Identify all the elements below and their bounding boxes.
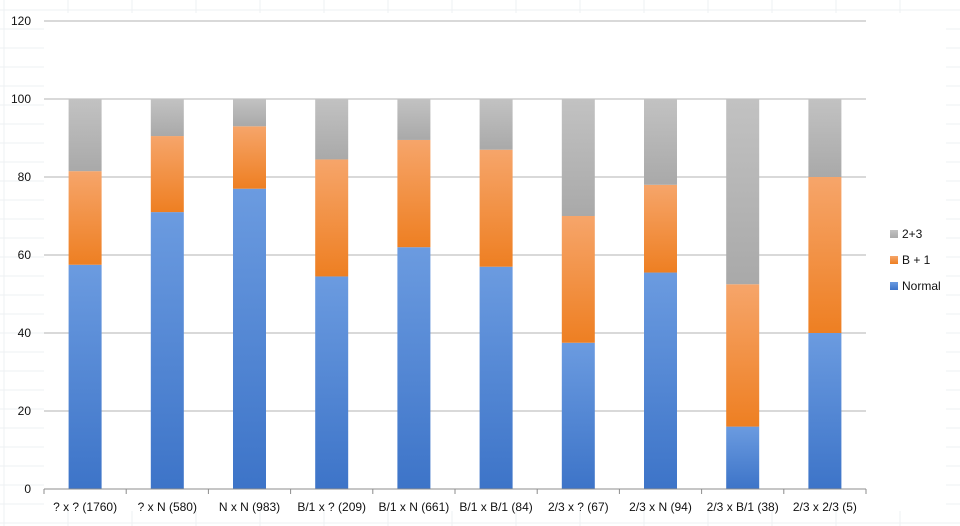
bar-segment-normal bbox=[808, 333, 842, 489]
x-tick-label: ? x ? (1760) bbox=[53, 500, 117, 514]
legend: 2+3 B + 1 Normal bbox=[890, 227, 941, 293]
bar-segment-normal bbox=[397, 247, 431, 489]
x-tick-label: 2/3 x 2/3 (5) bbox=[793, 500, 857, 514]
bar-segment-normal bbox=[479, 266, 513, 489]
x-tick-label: B/1 x ? (209) bbox=[297, 500, 366, 514]
bar-segment-b-1 bbox=[150, 136, 184, 213]
bar-segment-2-3 bbox=[479, 99, 513, 150]
x-tick-label: 2/3 x N (94) bbox=[629, 500, 692, 514]
x-tick-label: ? x N (580) bbox=[138, 500, 197, 514]
bar-segment-b-1 bbox=[315, 159, 349, 277]
bar-segment-b-1 bbox=[233, 126, 266, 189]
y-tick-label: 80 bbox=[18, 170, 32, 184]
bar-segment-b-1 bbox=[726, 284, 760, 427]
y-tick-label: 60 bbox=[18, 248, 32, 262]
x-tick-label: 2/3 x ? (67) bbox=[548, 500, 609, 514]
bar-segment-2-3 bbox=[561, 99, 595, 216]
x-tick-label: 2/3 x B/1 (38) bbox=[707, 500, 779, 514]
bar-segment-normal bbox=[150, 212, 184, 489]
legend-swatch bbox=[890, 230, 898, 238]
y-axis-tick-labels: 0 20 40 60 80 100 120 bbox=[11, 14, 31, 496]
bar-segment-2-3 bbox=[808, 99, 842, 177]
legend-swatch bbox=[890, 282, 898, 290]
bar-segment-normal bbox=[644, 272, 677, 489]
bar-segment-normal bbox=[68, 264, 102, 489]
bar-segment-b-1 bbox=[644, 184, 677, 273]
legend-swatch bbox=[890, 256, 898, 264]
legend-label: B + 1 bbox=[902, 253, 931, 267]
y-tick-label: 40 bbox=[18, 326, 32, 340]
bar-segment-2-3 bbox=[397, 99, 431, 140]
bar-segment-2-3 bbox=[726, 99, 760, 285]
bar-segment-b-1 bbox=[479, 149, 513, 267]
bar-segment-normal bbox=[561, 342, 595, 489]
y-tick-label: 120 bbox=[11, 14, 31, 28]
bar-segment-2-3 bbox=[233, 99, 266, 127]
bar-segment-b-1 bbox=[397, 139, 431, 248]
y-tick-label: 100 bbox=[11, 92, 31, 106]
bar-segment-b-1 bbox=[68, 171, 102, 265]
x-tick-label: B/1 x N (661) bbox=[379, 500, 450, 514]
legend-label: Normal bbox=[902, 279, 941, 293]
x-tick-label: N x N (983) bbox=[219, 500, 280, 514]
bar-segment-2-3 bbox=[315, 99, 349, 160]
y-tick-label: 20 bbox=[18, 404, 32, 418]
bar-series-group bbox=[68, 99, 842, 489]
bar-segment-normal bbox=[233, 188, 266, 489]
bar-segment-normal bbox=[726, 426, 760, 489]
bar-segment-2-3 bbox=[150, 99, 184, 137]
bar-segment-b-1 bbox=[561, 216, 595, 343]
bar-segment-b-1 bbox=[808, 177, 842, 333]
x-tick-label: B/1 x B/1 (84) bbox=[459, 500, 532, 514]
bar-segment-2-3 bbox=[644, 99, 677, 185]
x-axis-tick-labels: ? x ? (1760) ? x N (580) N x N (983) B/1 x … bbox=[53, 500, 857, 514]
bar-segment-2-3 bbox=[68, 99, 102, 172]
bar-segment-normal bbox=[315, 276, 349, 489]
x-axis bbox=[43, 488, 867, 494]
legend-label: 2+3 bbox=[902, 227, 923, 241]
y-tick-label: 0 bbox=[24, 482, 31, 496]
